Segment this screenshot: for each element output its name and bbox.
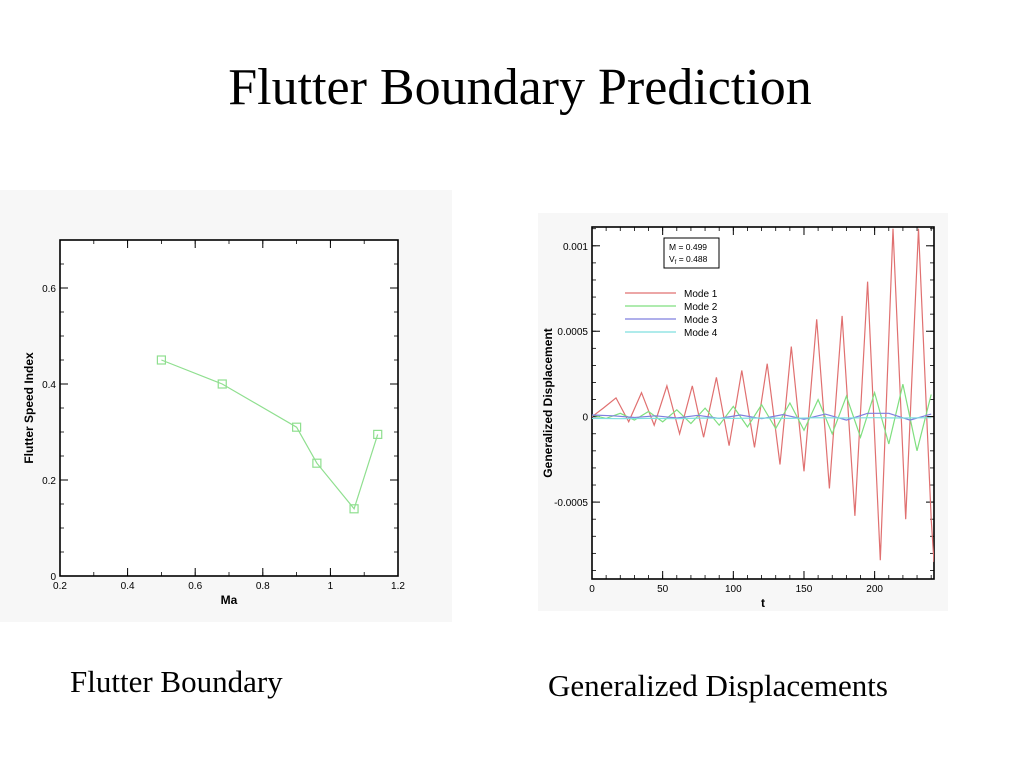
mode-4-line xyxy=(592,417,932,420)
x-axis-label: t xyxy=(761,596,765,610)
caption-flutter-boundary: Flutter Boundary xyxy=(70,664,283,699)
annotation-mach: M = 0.499 xyxy=(669,242,707,252)
x-tick-label: 0.2 xyxy=(53,581,67,592)
generalized-displacement-chart: 0 50 100 150 200 -0.0005 0 0.0005 0.001 t Generali… xyxy=(541,226,935,610)
mode-2-line xyxy=(592,384,932,451)
y-axis-label: Flutter Speed Index xyxy=(22,352,36,464)
x-tick-label: 0.4 xyxy=(121,581,135,592)
data-point xyxy=(156,355,166,365)
data-point xyxy=(349,504,359,514)
x-tick-label: 1 xyxy=(328,581,334,592)
legend-label: Mode 2 xyxy=(684,302,718,313)
mode-1-line xyxy=(592,228,934,562)
annotation-speed: Vf = 0.488 xyxy=(669,254,708,266)
data-point xyxy=(312,458,322,468)
y-tick-label: 0 xyxy=(582,413,588,424)
x-axis-label: Ma xyxy=(221,593,238,607)
legend-label: Mode 1 xyxy=(684,289,718,300)
x-tick-label: 150 xyxy=(796,584,813,595)
y-tick-label: -0.0005 xyxy=(554,498,588,509)
data-point xyxy=(217,379,227,389)
y-tick-label: 0.4 xyxy=(42,380,56,391)
legend-label: Mode 4 xyxy=(684,328,718,339)
data-point xyxy=(292,422,302,432)
y-tick-label: 0 xyxy=(50,572,56,583)
x-tick-label: 100 xyxy=(725,584,742,595)
y-tick-label: 0.2 xyxy=(42,476,56,487)
series-1-line xyxy=(161,359,379,511)
plot-frame xyxy=(591,226,935,580)
generalized-displacement-chart-panel: 0 50 100 150 200 -0.0005 0 0.0005 0.001 t Generali… xyxy=(538,213,948,611)
y-tick-label: 0.001 xyxy=(563,242,588,253)
x-tick-label: 1.2 xyxy=(391,581,405,592)
data-point xyxy=(373,429,383,439)
x-tick-label: 0.8 xyxy=(256,581,270,592)
plot-frame xyxy=(59,239,399,577)
annotation-frame xyxy=(663,237,720,269)
y-tick-label: 0.0005 xyxy=(557,327,588,338)
caption-generalized-displacements: Generalized Displacements xyxy=(548,668,888,703)
legend: Mode 1 Mode 2 Mode 3 Mode 4 xyxy=(625,289,718,339)
x-tick-label: 0.6 xyxy=(188,581,202,592)
legend-label: Mode 3 xyxy=(684,315,718,326)
x-tick-label: 200 xyxy=(866,584,883,595)
annotation-box: M = 0.499 Vf = 0.488 xyxy=(663,237,720,269)
mode-3-line xyxy=(592,412,932,421)
y-tick-label: 0.6 xyxy=(42,284,56,295)
x-tick-label: 0 xyxy=(589,584,595,595)
x-tick-label: 50 xyxy=(657,584,669,595)
y-axis-label: Generalized Displacement xyxy=(541,328,555,477)
slide-title: Flutter Boundary Prediction xyxy=(228,59,812,116)
flutter-boundary-chart-panel: 0.2 0.4 0.6 0.8 1 1.2 0 0.2 0.4 0.6 Ma Flutter Spee… xyxy=(0,190,452,622)
